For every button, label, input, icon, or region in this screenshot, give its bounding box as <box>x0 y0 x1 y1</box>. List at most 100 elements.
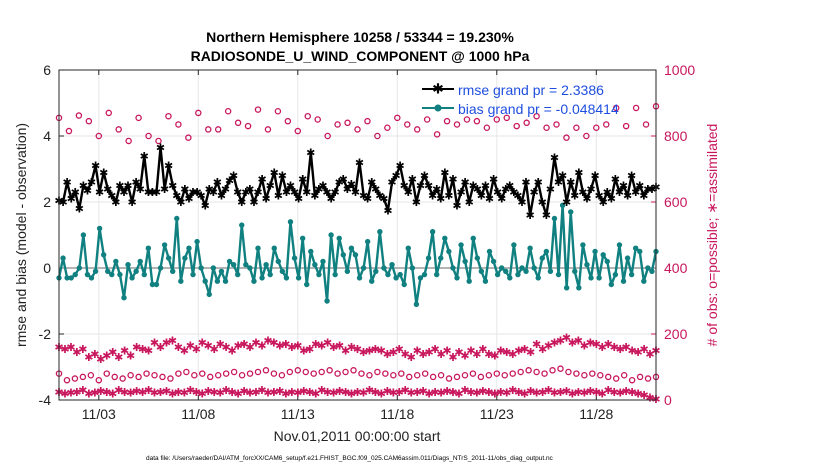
x-tick-label: 11/13 <box>281 406 315 422</box>
y-axis-left-label: rmse and bias (model - observation) <box>13 123 29 347</box>
bias-point <box>352 252 359 258</box>
obs-possible-marker <box>65 127 73 135</box>
obs-assimilated-marker: ✱ <box>84 351 93 364</box>
rmse-point: ✱ <box>534 176 543 189</box>
rmse-point: ✱ <box>87 176 96 189</box>
legend-bias-label: bias grand pr = -0.048414 <box>458 101 619 117</box>
obs-possible-marker <box>324 132 331 140</box>
obs-possible-marker <box>597 371 604 379</box>
rmse-point: ✱ <box>347 178 356 191</box>
bias-point <box>385 271 391 278</box>
bias-point <box>64 275 70 281</box>
bias-point <box>243 262 249 268</box>
obs-assimilated-marker: ✱ <box>466 386 475 399</box>
obs-possible-marker <box>483 124 491 132</box>
bias-point <box>157 265 164 271</box>
obs-possible-marker <box>270 370 278 377</box>
rmse-line <box>58 146 657 217</box>
obs-possible-marker <box>403 121 411 128</box>
bias-point <box>620 278 627 284</box>
obs-assimilated-marker: ✱ <box>257 384 266 397</box>
obs-assimilated-marker: ✱ <box>281 387 290 400</box>
bias-point <box>234 271 241 278</box>
rmse-point: ✱ <box>136 183 145 196</box>
rmse-point: ✱ <box>192 186 201 199</box>
rmse-point: ✱ <box>322 186 331 199</box>
obs-possible-marker <box>222 370 230 377</box>
rmse-point: ✱ <box>586 183 595 196</box>
rmse-point: ✱ <box>245 183 254 196</box>
obs-assimilated-marker: ✱ <box>526 385 535 398</box>
obs-assimilated-marker: ✱ <box>180 387 189 400</box>
rmse-point: ✱ <box>509 186 518 199</box>
rmse-point: ✱ <box>310 189 319 202</box>
obs-possible-marker <box>493 370 501 377</box>
rmse-point: ✱ <box>197 189 206 202</box>
rmse-point: ✱ <box>420 170 429 183</box>
rmse-point: ✱ <box>635 180 644 193</box>
legend-bias-marker <box>434 104 442 112</box>
bias-point <box>247 265 253 271</box>
obs-possible-marker <box>294 367 302 374</box>
rmse-point: ✱ <box>201 199 210 212</box>
obs-assimilated-marker: ✱ <box>317 340 326 353</box>
rmse-point: ✱ <box>400 180 409 193</box>
obs-assimilated-marker: ✱ <box>460 349 469 362</box>
obs-assimilated-marker: ✱ <box>359 387 368 400</box>
obs-assimilated-marker: ✱ <box>586 336 595 349</box>
obs-possible-marker <box>612 375 620 382</box>
obs-assimilated-marker: ✱ <box>383 348 392 361</box>
rmse-point: ✱ <box>623 189 632 202</box>
obs-possible-marker <box>63 376 71 384</box>
rmse-point: ✱ <box>363 193 372 206</box>
obs-assimilated-marker: ✱ <box>186 340 195 353</box>
rmse-point: ✱ <box>127 196 136 209</box>
obs-assimilated-marker: ✱ <box>645 391 654 404</box>
obs-possible-marker <box>195 109 202 117</box>
bias-point <box>198 265 204 271</box>
obs-assimilated-marker: ✱ <box>401 348 410 361</box>
rmse-point: ✱ <box>607 193 616 206</box>
obs-assimilated-marker: ✱ <box>102 349 111 362</box>
bias-point <box>507 275 513 281</box>
obs-possible-marker <box>429 373 437 381</box>
rmse-point: ✱ <box>465 196 474 209</box>
obs-assimilated-marker: ✱ <box>502 387 511 400</box>
obs-possible-marker <box>175 121 182 128</box>
obs-assimilated-marker: ✱ <box>263 335 272 348</box>
bias-point <box>474 255 481 261</box>
rmse-point: ✱ <box>343 183 352 196</box>
bias-point <box>202 278 208 284</box>
obs-possible-marker <box>553 121 560 128</box>
obs-assimilated-marker: ✱ <box>90 348 99 361</box>
bias-point <box>348 245 355 251</box>
obs-assimilated-marker: ✱ <box>275 385 284 398</box>
rmse-point: ✱ <box>132 176 141 189</box>
bias-point <box>88 275 95 281</box>
y-axis-right-label: # of obs: o=possible; ∗=assimilated <box>704 124 720 347</box>
bias-point <box>283 275 290 281</box>
rmse-point: ✱ <box>371 183 380 196</box>
bias-point <box>113 258 119 265</box>
rmse-point: ✱ <box>209 186 218 199</box>
bias-point <box>182 255 188 261</box>
obs-assimilated-marker: ✱ <box>496 345 505 358</box>
bias-point <box>170 268 176 274</box>
y-left-tick-label: 4 <box>43 128 51 144</box>
rmse-point: ✱ <box>213 176 222 189</box>
bias-point <box>389 262 395 268</box>
rmse-point: ✱ <box>83 184 92 197</box>
obs-possible-marker <box>513 122 520 130</box>
rmse-point: ✱ <box>294 193 303 206</box>
rmse-point: ✱ <box>298 173 307 186</box>
obs-assimilated-marker: ✱ <box>222 384 231 397</box>
obs-assimilated-marker: ✱ <box>341 386 350 399</box>
obs-possible-marker <box>503 114 510 122</box>
obs-assimilated-marker: ✱ <box>550 387 559 400</box>
obs-assimilated-marker: ✱ <box>245 387 254 400</box>
bias-point <box>373 268 379 274</box>
rmse-point: ✱ <box>546 183 555 196</box>
obs-possible-marker <box>604 373 612 381</box>
bias-point <box>255 245 261 251</box>
bias-point <box>312 262 318 268</box>
